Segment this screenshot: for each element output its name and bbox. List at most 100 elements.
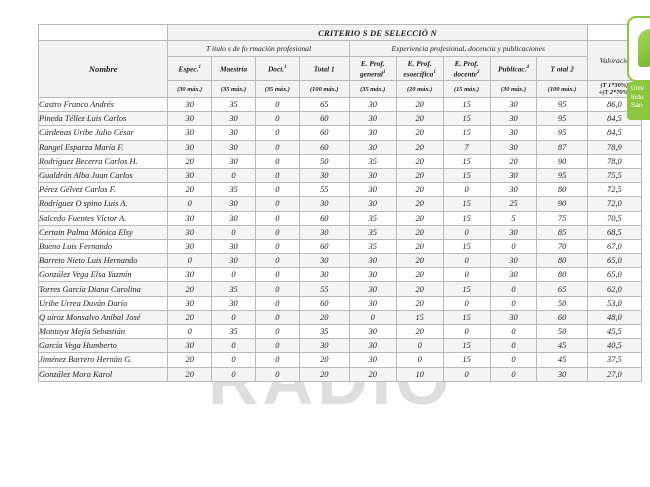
header-row-groups: Nombre T ítulo s de fo rmación profesion… (37, 40, 643, 98)
col-label: Espec. (178, 64, 199, 74)
score-cell: 60 (298, 210, 350, 226)
table-title: CRITERIO S DE SELECCIÓ N (167, 24, 588, 41)
score-cell: 65 (298, 96, 350, 113)
score-cell: 0 (442, 224, 491, 240)
score-cell: 0 (167, 323, 213, 340)
candidate-name: Pérez Gélvez Carlos F. (37, 182, 169, 198)
max-eprof-docente: (15 máx.) (442, 80, 491, 98)
criteria-table-container: CRITERIO S DE SELECCIÓ N Nombre T ítulo … (37, 24, 643, 382)
score-cell: 20 (395, 96, 444, 113)
table-row: Gualdrón Alba Juan Carlos 30 0 0 30 30 20 15 30 9… (37, 167, 643, 184)
score-cell: 0 (211, 309, 256, 326)
score-cell: 50 (536, 295, 588, 311)
score-cell: 0 (254, 253, 300, 269)
valoracion-cell: 68,5 (586, 224, 643, 240)
score-cell: 30 (211, 210, 256, 226)
max-espec: (30 máx.) (167, 80, 213, 98)
candidate-name: Rodríguez Becerra Carlos H. (37, 153, 169, 169)
score-cell: 60 (298, 111, 350, 127)
score-cell: 30 (348, 267, 397, 283)
leaf-logo (627, 16, 650, 82)
score-cell: 80 (536, 253, 588, 269)
col-sup: 4 (526, 65, 530, 71)
candidate-name: Cárdenas Uribe Julio César (37, 125, 169, 141)
score-cell: 20 (395, 182, 444, 198)
column-header-doct: Doct.1 (254, 56, 300, 81)
score-cell: 15 (442, 210, 491, 226)
score-cell: 95 (536, 111, 588, 127)
score-cell: 0 (254, 111, 300, 127)
valoracion-cell: 65,0 (586, 267, 643, 283)
score-cell: 30 (298, 253, 350, 269)
score-cell: 0 (211, 167, 256, 184)
score-cell: 80 (536, 182, 588, 198)
score-cell: 55 (298, 182, 350, 198)
col-label: Doct. (267, 64, 285, 74)
max-total2: (100 máx.) (536, 80, 588, 98)
score-cell: 30 (348, 196, 397, 212)
score-cell: 0 (254, 167, 300, 184)
score-cell: 30 (348, 182, 397, 198)
score-cell: 15 (442, 111, 491, 127)
score-cell: 30 (167, 210, 213, 226)
score-cell: 0 (489, 281, 538, 297)
score-cell: 20 (167, 352, 213, 368)
score-cell: 30 (348, 253, 397, 269)
candidate-name: Gualdrón Alba Juan Carlos (37, 167, 169, 184)
max-publicac: (30 máx.) (489, 80, 538, 98)
col-label: E. Prof. esoecífica (403, 58, 434, 79)
valoracion-cell: 40,5 (586, 338, 643, 354)
valoracion-cell: 72,5 (586, 182, 643, 198)
score-cell: 0 (211, 267, 256, 283)
score-cell: 20 (395, 210, 444, 226)
leaf-icon (638, 29, 650, 67)
score-cell: 35 (211, 281, 256, 297)
col-sup: 1 (382, 69, 386, 75)
score-cell: 90 (536, 153, 588, 169)
score-cell: 30 (211, 139, 256, 155)
score-cell: 20 (395, 295, 444, 311)
score-cell: 55 (298, 281, 350, 297)
col-sup: 1 (198, 65, 201, 71)
column-header-eprof-general: E. Prof. general1 (348, 56, 397, 81)
score-cell: 30 (211, 196, 256, 212)
table-body: Castro Franco Andrés 30 35 0 65 30 20 15 30 95 86,… (37, 96, 643, 382)
score-cell: 30 (167, 338, 213, 354)
table-row: Rodríguez Becerra Carlos H. 20 30 0 50 35 20 15… (37, 153, 643, 169)
score-cell: 50 (298, 153, 350, 169)
valoracion-cell: 70,5 (586, 210, 643, 226)
candidate-name: Certain Palma Mónica Elsy (37, 224, 169, 240)
score-cell: 0 (254, 96, 300, 113)
score-cell: 0 (211, 338, 256, 354)
column-header-eprof-docente: E. Prof. docente2 (442, 56, 491, 81)
group-header-experiencia: Experiencia profesional, docencia y publ… (348, 40, 588, 57)
score-cell: 0 (489, 295, 538, 311)
score-cell: 0 (489, 352, 538, 368)
score-cell: 75 (536, 210, 588, 226)
score-cell: 30 (348, 338, 397, 354)
score-cell: 20 (167, 153, 213, 169)
score-cell: 50 (536, 323, 588, 340)
score-cell: 60 (298, 238, 350, 255)
score-cell: 30 (489, 182, 538, 198)
col-label: E. Prof. general (359, 58, 385, 79)
score-cell: 35 (348, 153, 397, 169)
valoracion-cell: 27,0 (586, 366, 643, 382)
score-cell: 20 (395, 323, 444, 340)
score-cell: 15 (442, 309, 491, 326)
score-cell: 30 (348, 295, 397, 311)
score-cell: 60 (298, 125, 350, 141)
table-row: Rodríguez O spino Luis A. 0 30 0 30 30 20 15 25 9… (37, 196, 643, 212)
score-cell: 15 (442, 167, 491, 184)
col-label: Maestría (219, 64, 248, 74)
score-cell: 35 (211, 323, 256, 340)
score-cell: 10 (395, 366, 444, 382)
score-cell: 15 (442, 153, 491, 169)
score-cell: 0 (167, 253, 213, 269)
col-sup: 2 (477, 69, 480, 75)
score-cell: 20 (395, 267, 444, 283)
score-cell: 35 (211, 96, 256, 113)
group-header-titulos: T ítulo s de fo rmación profesional (167, 40, 350, 57)
score-cell: 30 (489, 253, 538, 269)
valoracion-cell: 78,0 (586, 153, 643, 169)
